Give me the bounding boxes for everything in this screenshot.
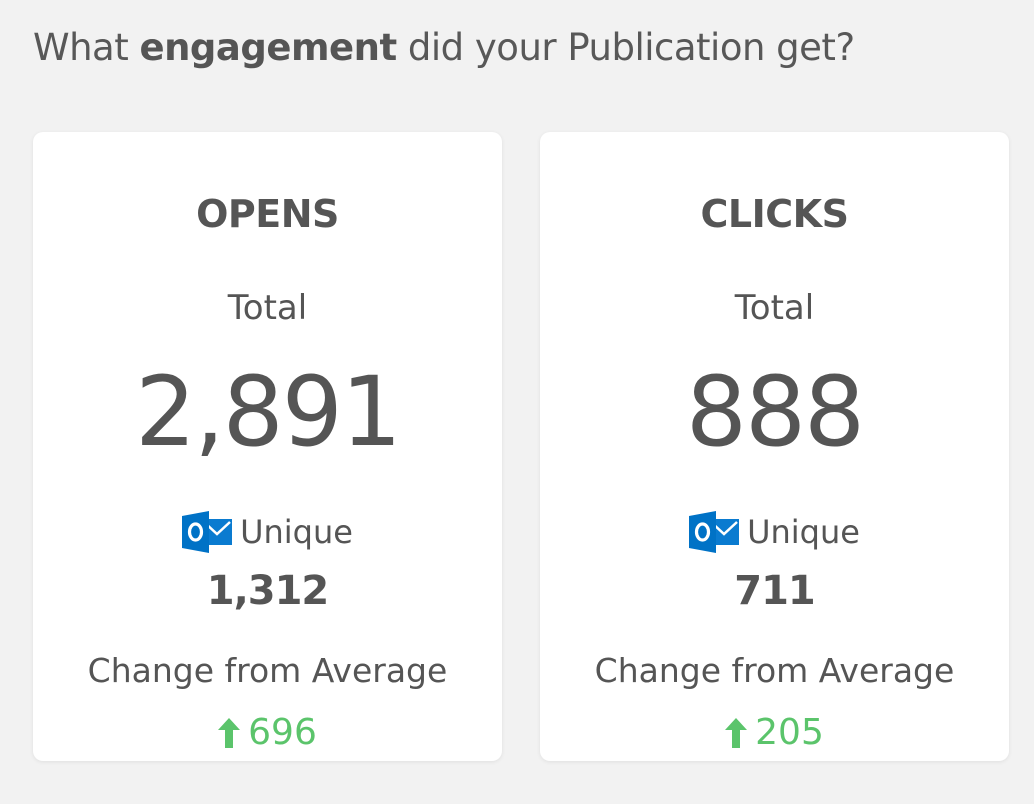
arrow-up-icon — [218, 717, 241, 748]
opens-unique-label: Unique — [240, 513, 353, 551]
arrow-up-icon — [725, 717, 748, 748]
clicks-unique-row: Unique — [540, 510, 1009, 554]
clicks-change-row: 205 — [540, 712, 1009, 753]
page-title-emphasis: engagement — [139, 26, 397, 69]
clicks-total-value: 888 — [685, 356, 865, 468]
opens-change-row: 696 — [33, 712, 502, 753]
outlook-icon — [182, 510, 234, 554]
opens-card: OPENS Total 2,891 Unique 1,312 Change fr… — [33, 132, 502, 761]
opens-change-value: 696 — [248, 712, 317, 753]
opens-unique-value: 1,312 — [206, 568, 330, 614]
clicks-total-label: Total — [734, 288, 815, 328]
outlook-icon — [689, 510, 741, 554]
clicks-change-value: 205 — [755, 712, 824, 753]
clicks-unique-value: 711 — [734, 568, 816, 614]
clicks-change-label: Change from Average — [594, 651, 955, 690]
opens-change-label: Change from Average — [87, 651, 448, 690]
clicks-card-title: CLICKS — [700, 192, 849, 236]
opens-card-title: OPENS — [196, 192, 339, 236]
opens-total-label: Total — [227, 288, 308, 328]
page-title-suffix: did your Publication get? — [396, 26, 855, 69]
page-title-prefix: What — [33, 26, 140, 69]
opens-total-value: 2,891 — [135, 356, 402, 468]
opens-unique-row: Unique — [33, 510, 502, 554]
clicks-unique-label: Unique — [747, 513, 860, 551]
page-title: What engagement did your Publication get… — [33, 26, 855, 69]
clicks-card: CLICKS Total 888 Unique 711 Change from … — [540, 132, 1009, 761]
